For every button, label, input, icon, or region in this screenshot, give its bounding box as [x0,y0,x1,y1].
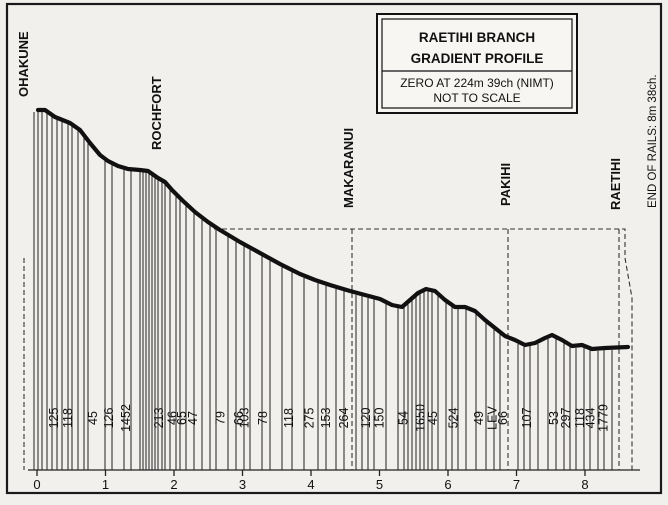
gradient-label: 275 [303,408,317,429]
gradient-label: 1650 [414,404,428,432]
mileage-ticks: 0 1 2 3 4 5 6 7 8 [33,470,589,492]
mileage-tick-label: 0 [33,477,40,492]
mileage-tick-label: 2 [170,477,177,492]
gradient-label: 1779 [597,404,611,432]
title-line-2: GRADIENT PROFILE [411,51,544,66]
mileage-tick-label: 4 [307,477,314,492]
title-box-inner [381,18,573,109]
title-line-1: RAETIHI BRANCH [419,30,535,45]
mileage-tick-label: 8 [581,477,588,492]
gradient-label: 65 [175,411,189,425]
gradient-label: 125 [47,408,61,429]
gradient-label: 120 [359,408,373,429]
gradient-label: 78 [256,411,270,425]
gradient-label: 49 [472,411,486,425]
gradient-label: 524 [447,408,461,429]
gradient-label: 46 [166,411,180,425]
gradient-label: 118 [61,408,75,428]
mileage-tick-label: 7 [513,477,520,492]
station-rochfort: ROCHFORT [149,76,164,150]
gradient-label: 434 [584,408,598,429]
station-makaranui: MAKARANUI [341,128,356,208]
gradient-label: 45 [426,411,440,425]
datum-note: ZERO AT 224m 39ch (NIMT) [400,76,554,90]
gradient-label: 213 [152,408,166,429]
gradient-label: 45 [86,411,100,425]
title-box [376,13,578,114]
gradient-label: 79 [214,411,228,425]
gradient-label: 153 [319,408,333,429]
gradient-label: 66 [496,411,510,425]
gradient-label: 54 [397,411,411,425]
mileage-tick-label: 6 [444,477,451,492]
end-of-rails-note: END OF RAILS: 8m 38ch. [647,74,659,208]
gradient-label: 107 [520,408,534,429]
station-pakihi: PAKIHI [498,163,513,206]
gradient-label: 47 [186,411,200,425]
station-raetihi: RAETIHI [608,158,623,210]
gradient-label: 103 [238,408,252,429]
gradient-label: 297 [559,408,573,429]
gradient-label: 1452 [119,404,133,432]
outer-frame [5,2,663,495]
gradient-label: 264 [337,408,351,429]
gradient-label: 53 [547,411,561,425]
gradient-label: LEV [486,406,500,430]
gradient-label: 126 [102,408,116,429]
dashed-reference-line [214,228,633,470]
mileage-tick-label: 3 [239,477,246,492]
gradient-profile-line [35,107,631,352]
mileage-tick-label: 1 [102,477,109,492]
gradient-label: 118 [573,408,587,428]
gradient-label: 118 [282,408,296,428]
gradient-label: 150 [373,408,387,429]
scale-note: NOT TO SCALE [433,91,520,105]
grade-change-lines [33,112,613,470]
station-ohakune: OHAKUNE [16,31,31,97]
gradient-label: 66 [232,411,246,425]
mileage-tick-label: 5 [376,477,383,492]
